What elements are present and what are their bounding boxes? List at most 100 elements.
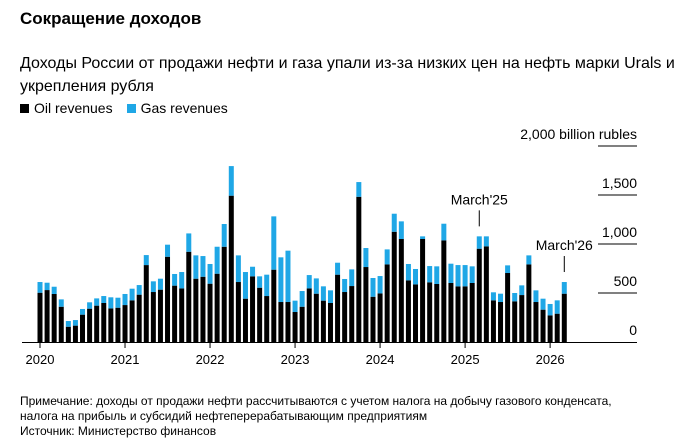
note-line: Примечание: доходы от продажи нефти расс… bbox=[20, 394, 612, 408]
chart-subtitle: Доходы России от продажи нефти и газа уп… bbox=[20, 55, 675, 95]
bar-gas bbox=[214, 246, 220, 274]
bar-oil bbox=[37, 292, 43, 342]
bar-oil bbox=[462, 286, 468, 342]
bar-oil bbox=[420, 239, 426, 342]
bar-oil bbox=[483, 246, 489, 342]
bar-oil bbox=[427, 282, 433, 342]
bar-gas bbox=[278, 257, 284, 303]
bar-gas bbox=[193, 255, 199, 279]
x-tick-label: 2020 bbox=[26, 352, 55, 367]
bar-gas bbox=[363, 248, 369, 268]
bar-gas bbox=[306, 275, 312, 289]
bar-gas bbox=[235, 255, 241, 283]
bar-oil bbox=[94, 305, 100, 342]
bar-gas bbox=[264, 274, 270, 297]
bar-oil bbox=[101, 302, 107, 342]
bar-oil bbox=[172, 285, 178, 342]
bar-oil bbox=[51, 293, 57, 342]
bar-gas bbox=[349, 269, 355, 287]
bar-gas bbox=[299, 291, 305, 307]
bar-gas bbox=[143, 255, 149, 266]
bar-oil bbox=[405, 280, 411, 342]
bar-gas bbox=[242, 272, 248, 299]
bar-gas bbox=[469, 266, 475, 284]
bar-gas bbox=[129, 288, 135, 301]
bar-gas bbox=[498, 293, 504, 303]
bar-gas bbox=[405, 263, 411, 281]
x-tick-label: 2023 bbox=[281, 352, 310, 367]
x-tick-label: 2024 bbox=[366, 352, 395, 367]
bar-oil bbox=[469, 283, 475, 342]
y-tick-label: 2,000 billion rubles bbox=[520, 126, 637, 142]
bar-gas bbox=[221, 224, 227, 247]
x-tick-label: 2026 bbox=[536, 352, 565, 367]
bar-oil bbox=[299, 306, 305, 342]
bar-oil bbox=[143, 265, 149, 342]
bar-oil bbox=[228, 195, 234, 342]
bar-gas bbox=[561, 282, 567, 294]
bar-oil bbox=[122, 305, 128, 342]
bar-oil bbox=[490, 300, 496, 342]
bar-oil bbox=[320, 300, 326, 342]
bar-oil bbox=[285, 302, 291, 342]
legend-item-oil: Oil revenues bbox=[20, 100, 113, 116]
bar-oil bbox=[278, 302, 284, 342]
legend-label-oil: Oil revenues bbox=[34, 100, 113, 116]
x-tick-label: 2022 bbox=[196, 352, 225, 367]
x-tick-label: 2021 bbox=[111, 352, 140, 367]
bar-gas bbox=[441, 223, 447, 241]
legend-item-gas: Gas revenues bbox=[126, 100, 228, 116]
annotation-label: March'26 bbox=[536, 237, 593, 253]
bar-gas bbox=[320, 286, 326, 301]
bar-oil bbox=[200, 276, 206, 342]
bar-gas bbox=[186, 233, 192, 252]
bar-gas bbox=[327, 290, 333, 303]
bar-gas bbox=[413, 268, 419, 285]
bar-oil bbox=[335, 274, 341, 342]
bar-gas bbox=[448, 263, 454, 284]
bar-gas bbox=[519, 285, 525, 296]
bar-gas bbox=[377, 276, 383, 294]
bar-oil bbox=[505, 273, 511, 342]
bar-oil bbox=[264, 296, 270, 342]
bar-oil bbox=[547, 315, 553, 342]
bar-gas bbox=[115, 297, 121, 308]
bar-oil bbox=[413, 284, 419, 342]
bar-gas bbox=[427, 266, 433, 283]
bar-oil bbox=[377, 293, 383, 342]
bar-gas bbox=[44, 282, 50, 291]
bar-gas bbox=[150, 281, 156, 293]
bar-oil bbox=[257, 287, 263, 342]
bar-oil bbox=[384, 264, 390, 342]
bar-oil bbox=[306, 288, 312, 342]
bar-oil bbox=[221, 246, 227, 342]
bar-gas bbox=[292, 300, 298, 313]
bar-gas bbox=[554, 300, 560, 314]
y-tick-label: 0 bbox=[629, 322, 637, 338]
bar-gas bbox=[80, 308, 86, 315]
bar-gas bbox=[207, 263, 213, 284]
bar-gas bbox=[370, 278, 376, 297]
bar-oil bbox=[519, 295, 525, 342]
bar-oil bbox=[448, 283, 454, 342]
bar-oil bbox=[136, 294, 142, 342]
bar-gas bbox=[356, 182, 362, 197]
bar-gas bbox=[391, 213, 397, 232]
chart-title: Сокращение доходов bbox=[20, 9, 202, 28]
bar-gas bbox=[313, 278, 319, 294]
bar-gas bbox=[94, 298, 100, 306]
bar-oil bbox=[235, 282, 241, 342]
y-tick-label: 500 bbox=[614, 273, 638, 289]
bar-oil bbox=[207, 283, 213, 342]
bar-gas bbox=[462, 265, 468, 287]
bar-oil bbox=[498, 302, 504, 342]
bar-gas bbox=[271, 216, 277, 270]
bar-oil bbox=[540, 309, 546, 342]
bar-oil bbox=[342, 292, 348, 342]
bar-oil bbox=[313, 293, 319, 342]
bar-gas bbox=[87, 302, 93, 309]
bar-oil bbox=[108, 308, 114, 342]
bar-gas bbox=[157, 278, 163, 290]
